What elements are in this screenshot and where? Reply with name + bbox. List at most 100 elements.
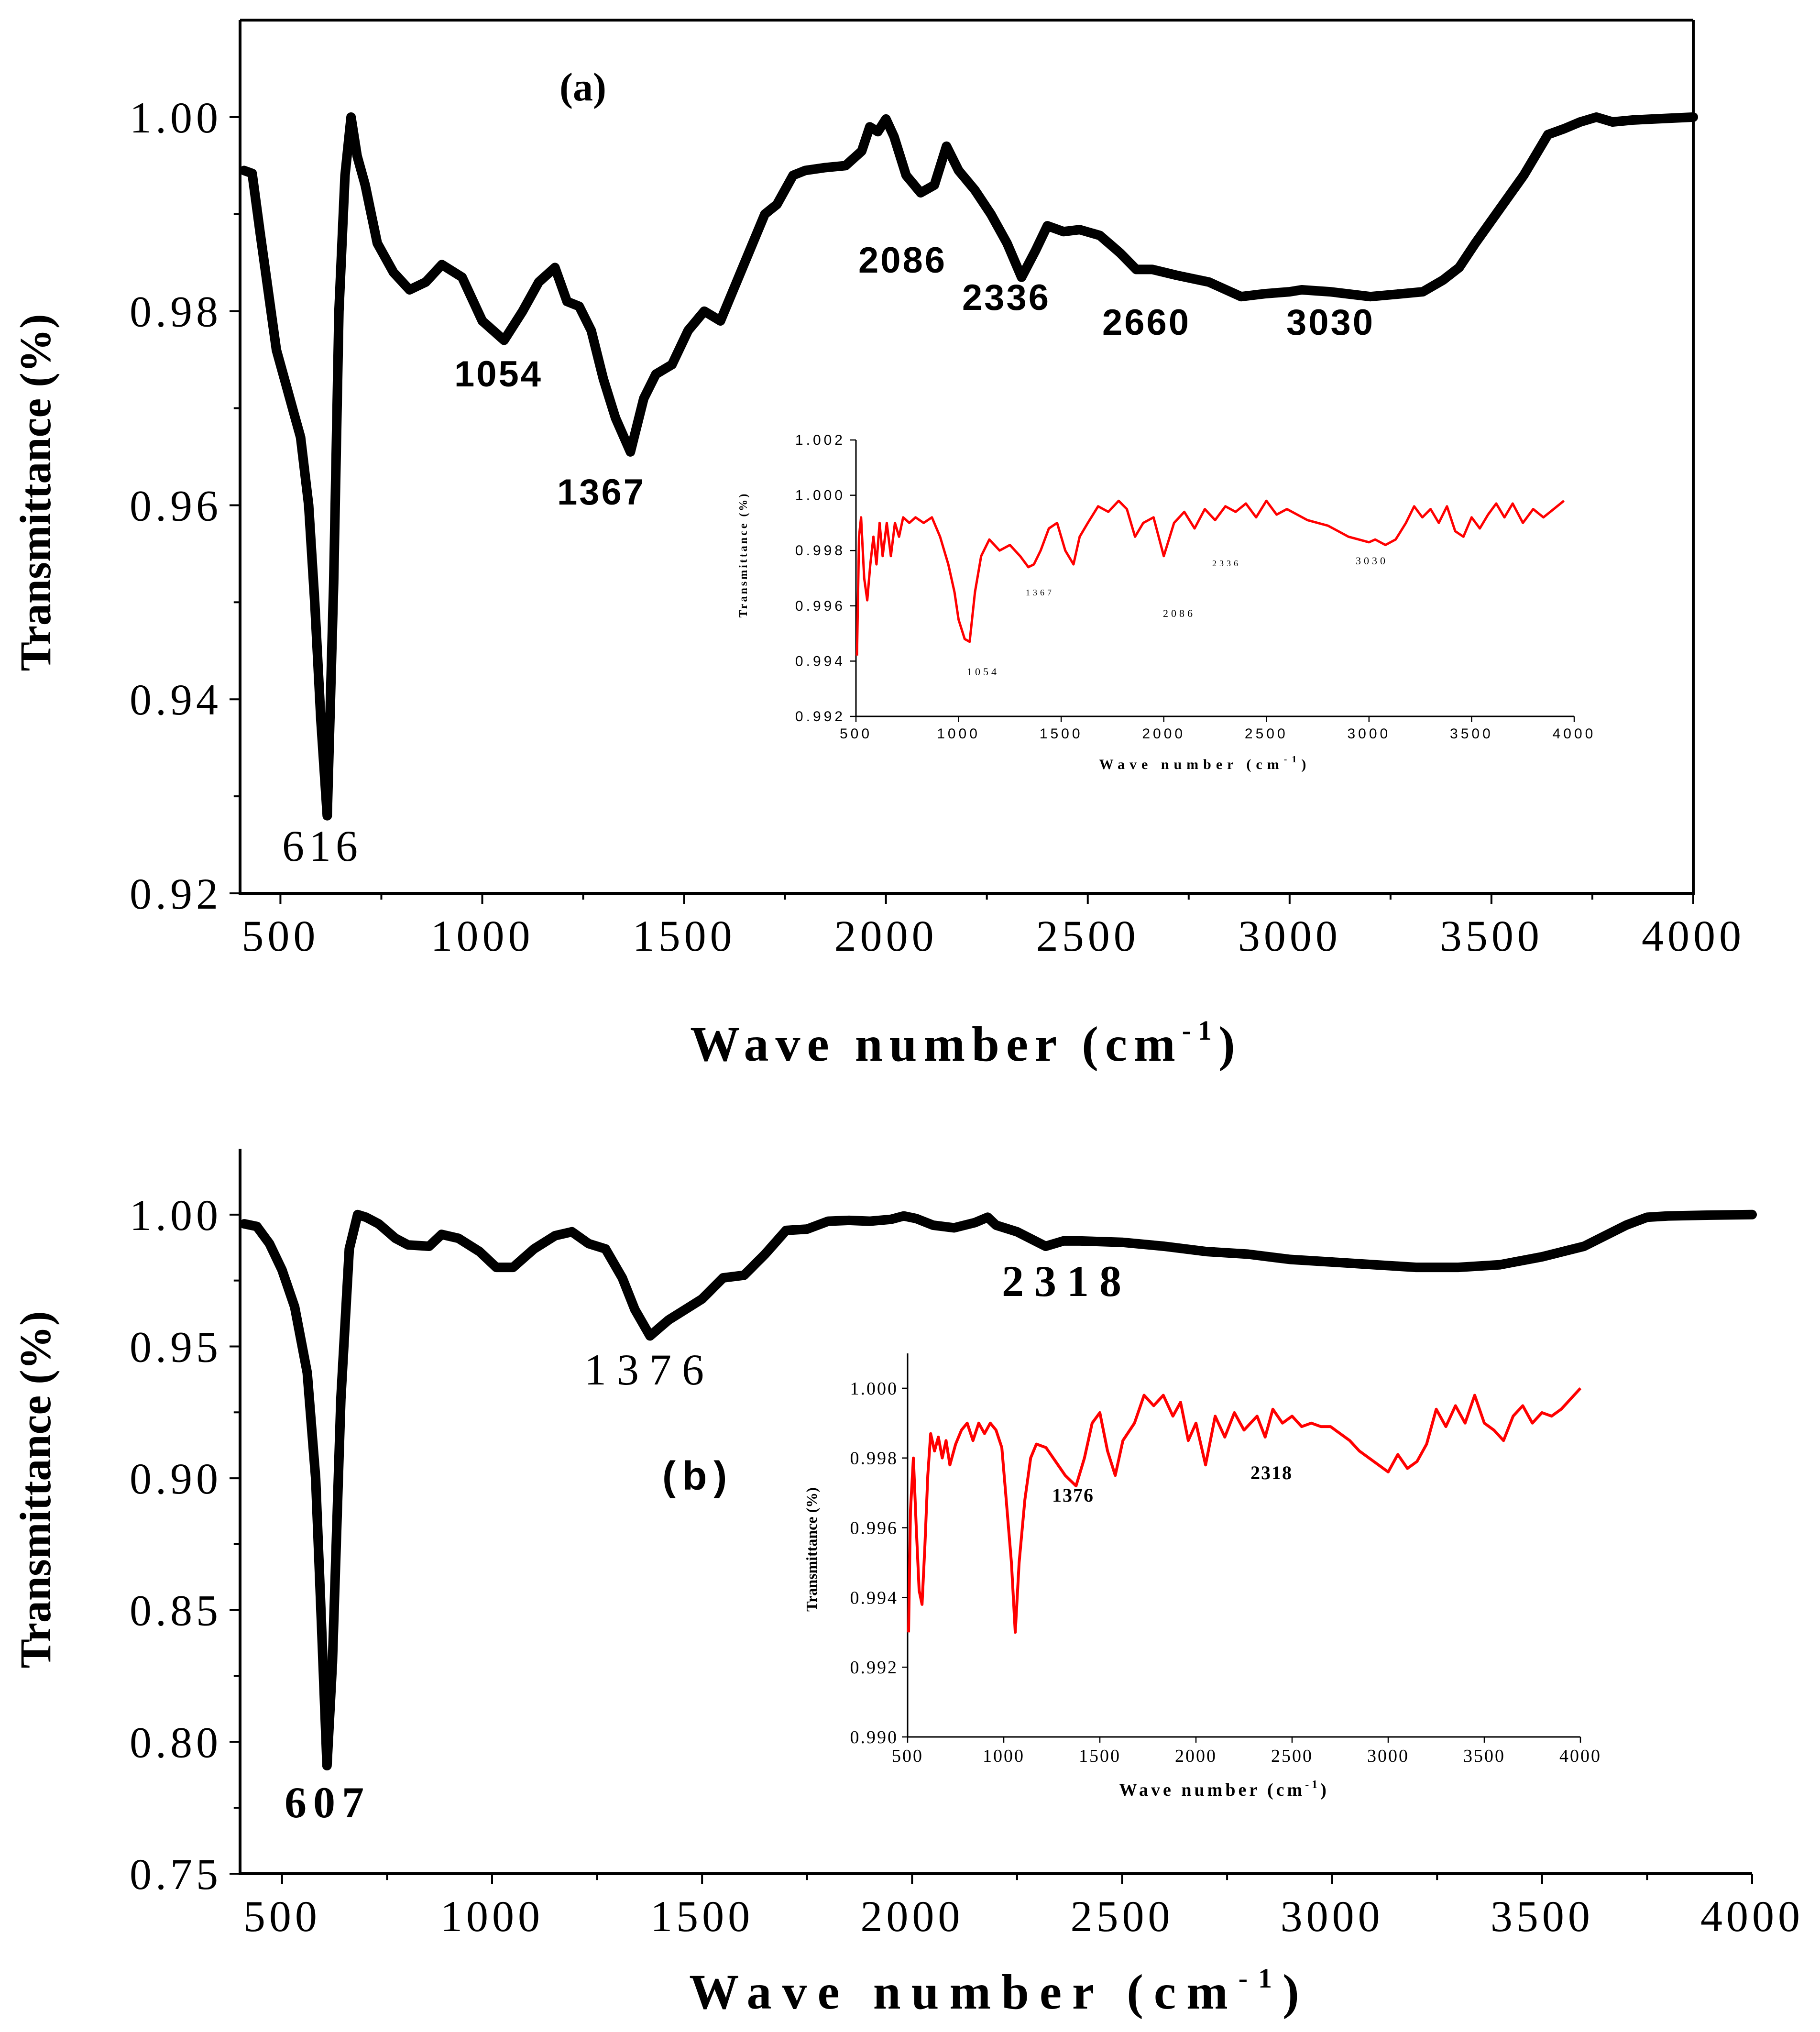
ib-ytick-label: 0.990 (850, 1727, 899, 1747)
panel-a-inset-x-axis-title: Wave number (cm-1) (1099, 754, 1311, 772)
a-xtick-label: 2500 (1036, 912, 1140, 960)
a-xtick-label: 3500 (1440, 912, 1543, 960)
ia-xtick-label: 3500 (1450, 726, 1493, 742)
b-xtick-label: 4000 (1700, 1892, 1804, 1941)
ia-xtick-label: 1000 (937, 726, 980, 742)
ib-ytick-label: 0.992 (850, 1658, 899, 1678)
a-xtick-label: 3000 (1238, 912, 1341, 960)
panel-b-x-axis-title: Wave number (cm-1) (689, 1963, 1309, 2020)
panel-a-peak-616: 616 (282, 822, 362, 870)
b-xtick-label: 1000 (440, 1892, 544, 1941)
panel-a-inset-peak-1367: 1367 (1026, 588, 1054, 597)
ia-ytick-label: 0.998 (795, 543, 845, 559)
a-ytick-label: 1.00 (130, 93, 222, 142)
ia-ytick-label: 0.992 (795, 709, 845, 725)
panel-b-chart: 500 1000 1500 2000 2500 3000 3500 4000 0.75 0.80… (11, 1149, 1804, 2020)
a-xtick-label: 1000 (431, 912, 534, 960)
panel-a-inset-series-line (855, 499, 1565, 656)
b-ytick-label: 0.85 (130, 1586, 222, 1635)
ia-ytick-label: 0.994 (795, 653, 845, 669)
b-xtick-label: 2500 (1071, 1892, 1174, 1941)
panel-b-inset-y-axis-title: Transmittance (%) (803, 1487, 820, 1612)
panel-b-y-axis-title: Transmittance (%) (11, 1311, 60, 1669)
ib-xtick-label: 3000 (1367, 1746, 1409, 1766)
panel-a-x-ticks: 500 1000 1500 2000 2500 3000 3500 4000 (241, 893, 1745, 960)
panel-a-peak-2660: 2660 (1102, 302, 1191, 343)
panel-b-inset-series-line (907, 1387, 1582, 1634)
a-xtick-label: 500 (241, 912, 319, 960)
panel-a-inset-y-axis-title: Transmittance (%) (737, 492, 750, 618)
b-xtick-label: 3000 (1281, 1892, 1384, 1941)
ia-xtick-label: 500 (840, 726, 872, 742)
panel-b-series-line (239, 1209, 1757, 1770)
panel-b-inset-y-ticks: 0.990 0.992 0.994 0.996 0.998 1.000 (850, 1379, 908, 1747)
a-ytick-label: 0.98 (130, 287, 222, 336)
panel-b-peak-607: 607 (285, 1778, 371, 1827)
b-ytick-label: 0.95 (130, 1322, 222, 1371)
a-xtick-label: 1500 (633, 912, 736, 960)
b-ytick-label: 0.90 (130, 1454, 222, 1503)
ib-xtick-label: 500 (892, 1746, 923, 1766)
panel-a-inset-peak-2336: 2336 (1212, 559, 1241, 568)
panel-a-y-ticks: 0.92 0.94 0.96 0.98 1.00 (130, 93, 240, 918)
b-ytick-label: 0.75 (130, 1850, 222, 1899)
ib-ytick-label: 1.000 (850, 1379, 899, 1399)
ib-ytick-label: 0.994 (850, 1588, 899, 1608)
panel-b-inset-chart: 500 1000 1500 2000 2500 3000 3500 4000 0.9900.9… (803, 1353, 1601, 1800)
b-xtick-label: 500 (243, 1892, 321, 1941)
ib-xtick-label: 2000 (1175, 1746, 1217, 1766)
a-ytick-label: 0.92 (130, 869, 222, 918)
panel-b-x-ticks: 500 1000 1500 2000 2500 3000 3500 4000 (243, 1874, 1804, 1941)
a-ytick-label: 0.94 (130, 675, 222, 724)
panel-a-peak-1367: 1367 (557, 472, 646, 513)
panel-a-inset-y-ticks: 0.992 0.994 0.996 0.998 1.000 1.002 (795, 432, 856, 725)
ib-ytick-label: 0.998 (850, 1449, 899, 1469)
panel-b-label: (b) (662, 1453, 734, 1498)
ia-xtick-label: 2000 (1142, 726, 1185, 742)
ib-xtick-label: 2500 (1271, 1746, 1313, 1766)
b-xtick-label: 1500 (650, 1892, 754, 1941)
panel-b-inset-peak-2318: 2318 (1250, 1462, 1293, 1483)
ib-xtick-label: 1500 (1079, 1746, 1121, 1766)
b-xtick-label: 2000 (860, 1892, 964, 1941)
panel-a-chart: (a) 500 1000 1500 2000 2500 3000 3500 4000 0.92… (11, 19, 1745, 1072)
ib-xtick-label: 3500 (1463, 1746, 1505, 1766)
panel-a-inset-peak-2086: 2086 (1163, 607, 1195, 619)
panel-a-inset-chart: 500 1000 1500 2000 2500 3000 3500 4000 0.9920.9… (737, 432, 1596, 772)
panel-b-peak-1376: 1376 (584, 1345, 714, 1394)
ia-xtick-label: 4000 (1553, 726, 1596, 742)
panel-a-inset-x-ticks: 500 1000 1500 2000 2500 3000 3500 4000 (840, 716, 1596, 742)
b-ytick-label: 1.00 (130, 1191, 222, 1240)
ia-xtick-label: 3000 (1347, 726, 1391, 742)
panel-b-inset-x-axis-title: Wave number (cm-1) (1119, 1779, 1329, 1800)
a-xtick-label: 4000 (1642, 912, 1745, 960)
ia-ytick-label: 1.000 (795, 488, 845, 504)
ia-ytick-label: 0.996 (795, 598, 845, 614)
panel-a-inset-frame (855, 440, 1574, 717)
panel-a-y-axis-title: Transmittance (%) (11, 314, 60, 671)
panel-b-peak-2318: 2318 (1002, 1257, 1132, 1306)
ia-ytick-label: 1.002 (795, 432, 845, 448)
panel-a-label: (a) (559, 65, 606, 110)
panel-a-series-line (239, 112, 1698, 821)
panel-b-inset-peak-1376: 1376 (1052, 1484, 1094, 1506)
panel-b-y-ticks: 0.75 0.80 0.85 0.90 0.95 1.00 (130, 1191, 240, 1899)
panel-a-peak-2086: 2086 (858, 240, 947, 281)
ib-ytick-label: 0.996 (850, 1518, 899, 1538)
panel-a-peak-1054: 1054 (454, 354, 543, 395)
panel-a-x-axis-title: Wave number (cm-1) (690, 1015, 1241, 1072)
a-xtick-label: 2000 (834, 912, 938, 960)
ia-xtick-label: 1500 (1040, 726, 1083, 742)
panel-a-peak-2336: 2336 (962, 277, 1051, 318)
panel-a-peak-3030: 3030 (1286, 302, 1375, 343)
panel-a-inset-peak-3030: 3030 (1356, 555, 1388, 567)
panel-b-inset-x-ticks: 500 1000 1500 2000 2500 3000 3500 4000 (892, 1737, 1601, 1766)
ia-xtick-label: 2500 (1245, 726, 1288, 742)
panel-a-inset-peak-1054: 1054 (967, 666, 999, 678)
b-xtick-label: 3500 (1491, 1892, 1594, 1941)
panel-a-frame (239, 20, 1695, 895)
ib-xtick-label: 4000 (1559, 1746, 1601, 1766)
b-ytick-label: 0.80 (130, 1718, 222, 1767)
a-ytick-label: 0.96 (130, 481, 222, 530)
